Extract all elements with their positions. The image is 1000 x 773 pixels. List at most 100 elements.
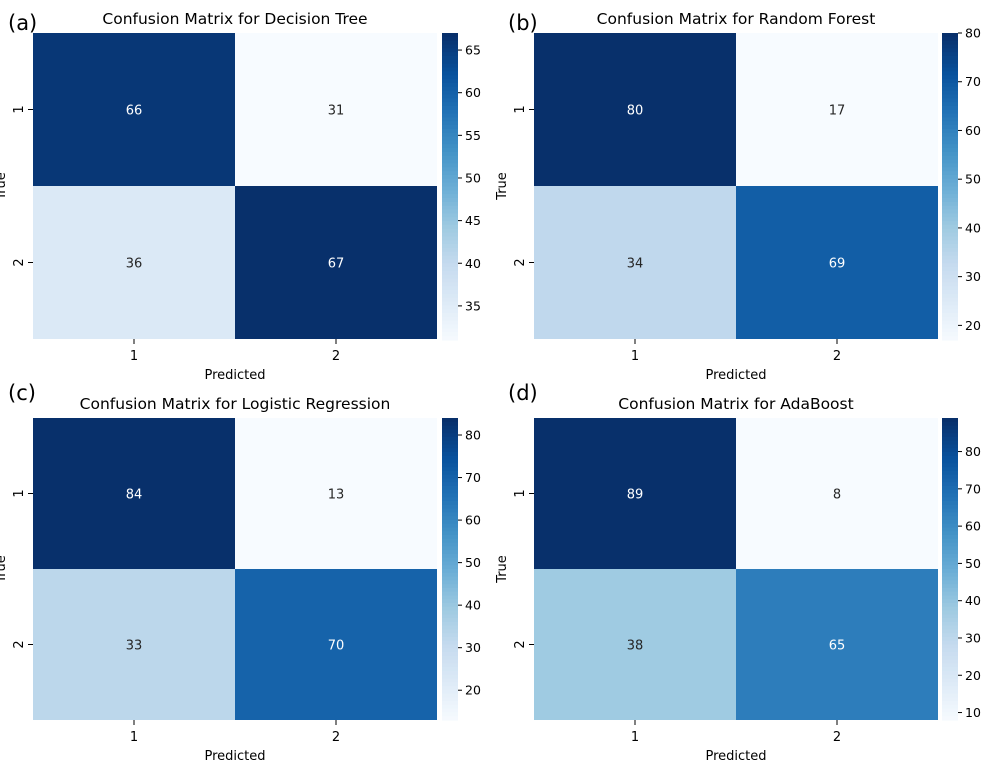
- colorbar-segment: [942, 697, 958, 702]
- colorbar-segment: [942, 221, 958, 226]
- colorbar-segment: [942, 655, 958, 661]
- cell-value-label: 8: [833, 488, 841, 503]
- colorbar-segment: [942, 584, 958, 589]
- y-tick-label: 1: [513, 105, 528, 113]
- colorbar-segment: [942, 493, 958, 498]
- colorbar-segment: [942, 148, 958, 153]
- colorbar-segment: [442, 59, 458, 65]
- y-axis-label: True: [495, 172, 510, 201]
- colorbar-segment: [442, 640, 458, 646]
- colorbar-segment: [442, 236, 458, 241]
- colorbar-segment: [942, 293, 958, 299]
- colorbar-segment: [942, 587, 958, 593]
- cell-value-label: 89: [627, 488, 644, 503]
- colorbar-segment: [942, 565, 958, 570]
- colorbar-segment: [442, 267, 458, 272]
- cell-value-label: 66: [126, 104, 143, 119]
- colorbar-tick-label: 70: [465, 470, 481, 485]
- colorbar-segment: [442, 610, 458, 615]
- colorbar-segment: [942, 63, 958, 69]
- colorbar-segment: [942, 561, 958, 566]
- cell-value-label: 69: [829, 257, 846, 272]
- colorbar-segment: [942, 674, 958, 680]
- colorbar-segment: [942, 102, 958, 107]
- heatmap-cell: [534, 33, 736, 186]
- colorbar-segment: [942, 201, 958, 207]
- colorbar-tick-label: 40: [965, 220, 981, 235]
- colorbar-segment: [942, 418, 958, 423]
- colorbar-segment: [442, 493, 458, 498]
- colorbar-segment: [442, 463, 458, 468]
- colorbar-tick-label: 30: [965, 269, 981, 284]
- y-tick-label: 2: [513, 640, 528, 648]
- y-tick-label: 2: [513, 258, 528, 266]
- colorbar-segment: [442, 587, 458, 593]
- colorbar-segment: [442, 497, 458, 502]
- colorbar-segment: [942, 328, 958, 333]
- colorbar-tick-label: 70: [965, 74, 981, 89]
- colorbar-segment: [442, 217, 458, 222]
- colorbar-segment: [442, 75, 458, 80]
- colorbar-segment: [442, 90, 458, 95]
- colorbar-segment: [442, 67, 458, 72]
- colorbar-tick-label: 80: [965, 444, 981, 459]
- colorbar-tick-label: 20: [465, 683, 481, 698]
- colorbar-segment: [442, 538, 458, 544]
- colorbar-segment: [942, 190, 958, 195]
- colorbar-segment: [942, 232, 958, 237]
- colorbar-segment: [942, 455, 958, 461]
- colorbar-segment: [442, 121, 458, 126]
- colorbar-segment: [442, 290, 458, 295]
- colorbar-segment: [442, 663, 458, 668]
- colorbar-segment: [442, 467, 458, 472]
- colorbar-segment: [442, 113, 458, 119]
- colorbar-segment: [442, 301, 458, 307]
- colorbar-segment: [442, 48, 458, 53]
- heatmap-cell: [534, 418, 736, 569]
- colorbar-segment: [942, 531, 958, 536]
- colorbar-segment: [942, 174, 958, 180]
- colorbar-segment: [942, 467, 958, 472]
- colorbar-segment: [442, 136, 458, 142]
- colorbar-tick-label: 45: [465, 213, 481, 228]
- colorbar-segment: [442, 523, 458, 529]
- colorbar-tick-label: 65: [465, 43, 481, 58]
- colorbar-segment: [942, 667, 958, 672]
- colorbar-segment: [442, 448, 458, 453]
- colorbar-segment: [942, 316, 958, 322]
- colorbar-segment: [442, 33, 458, 38]
- colorbar-segment: [442, 105, 458, 111]
- colorbar-segment: [942, 546, 958, 551]
- colorbar-tick-label: 20: [965, 668, 981, 683]
- colorbar-segment: [442, 286, 458, 291]
- colorbar-segment: [442, 201, 458, 207]
- cell-value-label: 34: [627, 257, 644, 272]
- colorbar-segment: [942, 320, 958, 326]
- colorbar-segment: [942, 244, 958, 249]
- colorbar-segment: [942, 659, 958, 664]
- x-tick-label: 1: [631, 349, 639, 364]
- colorbar-segment: [442, 478, 458, 483]
- colorbar-segment: [442, 159, 458, 165]
- colorbar-segment: [442, 704, 458, 710]
- colorbar-segment: [442, 190, 458, 195]
- colorbar-segment: [442, 194, 458, 199]
- colorbar-segment: [442, 440, 458, 446]
- colorbar-segment: [942, 572, 958, 578]
- colorbar-segment: [942, 708, 958, 714]
- colorbar-segment: [442, 531, 458, 536]
- colorbar-segment: [942, 140, 958, 145]
- colorbar-segment: [942, 82, 958, 88]
- colorbar-segment: [442, 98, 458, 103]
- x-tick-label: 2: [332, 349, 340, 364]
- colorbar-segment: [942, 670, 958, 676]
- heatmap-panel-3: (c) Confusion Matrix for Logistic Regress…: [0, 381, 481, 764]
- colorbar-segment: [942, 606, 958, 612]
- cell-value-label: 13: [328, 488, 345, 503]
- cell-value-label: 80: [627, 104, 644, 119]
- y-tick-label: 2: [12, 640, 27, 648]
- colorbar-segment: [942, 259, 958, 264]
- colorbar-segment: [442, 674, 458, 680]
- colorbar-segment: [942, 40, 958, 46]
